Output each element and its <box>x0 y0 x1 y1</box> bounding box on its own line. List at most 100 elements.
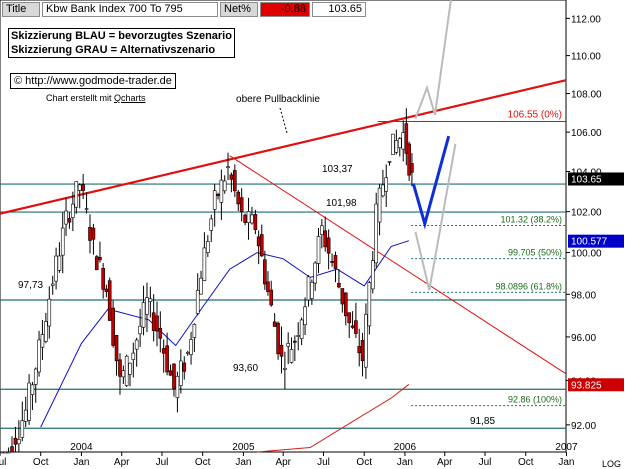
candle-body <box>266 281 270 292</box>
candle-body <box>107 280 112 321</box>
level_9360-label: 93,60 <box>233 363 258 374</box>
candle-body <box>60 227 65 256</box>
candle-body <box>104 288 109 292</box>
last-value: 103.65 <box>312 2 366 17</box>
x-tick-label: Jul <box>479 457 492 468</box>
candle-body <box>391 133 395 155</box>
candle-body <box>168 370 173 376</box>
x-tick-label: Oct <box>518 457 534 468</box>
candle-body <box>360 340 365 362</box>
x-tick-label: Apr <box>275 457 291 468</box>
x-tick-label: Oct <box>195 457 211 468</box>
scenario-legend: Skizzierung BLAU = bevorzugtes Szenario … <box>8 28 235 58</box>
candle-body <box>94 256 99 271</box>
candle-body <box>134 339 139 350</box>
price-tag-label: 103.65 <box>571 174 602 185</box>
candle-body <box>310 281 314 299</box>
x-tick-label: Jul <box>0 457 6 468</box>
candle-body <box>320 225 324 235</box>
resistance_10655-label: 106.55 (0%) <box>508 109 562 120</box>
x-tick-label: Jan <box>397 457 413 468</box>
level_10365-label: 103,37 <box>322 164 353 175</box>
x-tick-year: 2005 <box>232 442 255 453</box>
candle-body <box>401 132 406 150</box>
candle-body <box>306 276 311 301</box>
candle-body <box>381 184 385 197</box>
candle-body <box>71 203 75 218</box>
price-tag-label: 93.825 <box>571 380 602 391</box>
candle-body <box>219 179 224 203</box>
blue-scenario-arrow <box>411 135 451 230</box>
y-tick-label: 108.00 <box>571 90 602 101</box>
candle-body <box>367 282 372 327</box>
credit-prefix: Chart erstellt mit <box>46 93 115 103</box>
candle-body <box>88 227 92 241</box>
candle-body <box>50 283 55 286</box>
candle-body <box>182 362 187 372</box>
candle-body <box>84 208 89 210</box>
candle-body <box>313 262 317 284</box>
candle-body <box>407 143 411 176</box>
y-tick-label: 92.00 <box>571 421 596 432</box>
candle-body <box>158 327 163 339</box>
candle-body <box>283 367 287 370</box>
candle-body <box>81 184 85 191</box>
candle-body <box>276 322 280 355</box>
candle-body <box>161 348 166 354</box>
candle-body <box>326 237 331 254</box>
copyright-text: © http://www.godmode-trader.de <box>14 75 172 87</box>
candle-body <box>124 355 129 386</box>
candle-body <box>131 352 136 360</box>
candles <box>0 108 414 454</box>
fib-label: 101.32 (38.2%) <box>500 214 562 224</box>
candle-body <box>199 277 203 295</box>
candle-body <box>179 360 183 386</box>
candle-body <box>347 312 352 324</box>
price-tag <box>568 234 624 248</box>
level_9773-label: 97,73 <box>18 280 43 291</box>
candle-body <box>57 255 62 271</box>
x-tick-label: Apr <box>437 457 453 468</box>
candle-body <box>374 203 379 264</box>
candle-body <box>44 321 48 342</box>
candle-body <box>165 345 169 373</box>
candle-body <box>299 319 304 340</box>
candle-body <box>175 375 180 398</box>
candle-body <box>74 181 79 208</box>
candle-body <box>272 321 277 327</box>
candle-body <box>229 174 234 180</box>
x-tick-year: 2007 <box>555 442 578 453</box>
candle-body <box>222 180 227 192</box>
candle-body <box>98 257 102 261</box>
candle-body <box>377 187 382 223</box>
fib-label: 92.86 (100%) <box>508 395 562 405</box>
candle-body <box>263 259 267 285</box>
candle-body <box>370 260 375 290</box>
candle-body <box>256 236 261 247</box>
level_10198-label: 101,98 <box>326 198 357 209</box>
fib-label: 99.705 (50%) <box>508 248 562 258</box>
candle-body <box>148 298 153 302</box>
qcharts-link[interactable]: Qcharts <box>114 93 146 103</box>
candle-body <box>340 288 345 305</box>
candle-body <box>350 325 355 328</box>
level_9185-label: 91,85 <box>470 416 495 427</box>
legend-grey-line: Skizzierung GRAU = Alternativszenario <box>11 44 216 56</box>
candle-body <box>192 324 197 338</box>
candle-body <box>138 325 142 335</box>
price-tag-label: 100.577 <box>571 237 608 248</box>
candle-body <box>354 320 358 334</box>
x-tick-label: Jan <box>73 457 89 468</box>
candle-body <box>253 214 258 230</box>
candle-body <box>54 255 58 282</box>
candle-body <box>118 359 122 377</box>
x-tick-label: Oct <box>33 457 49 468</box>
candle-body <box>151 312 156 331</box>
y-tick-label: 96.00 <box>571 333 596 344</box>
price-tag <box>568 172 624 186</box>
candle-body <box>323 230 328 248</box>
candle-body <box>40 334 45 348</box>
candle-body <box>77 184 82 191</box>
